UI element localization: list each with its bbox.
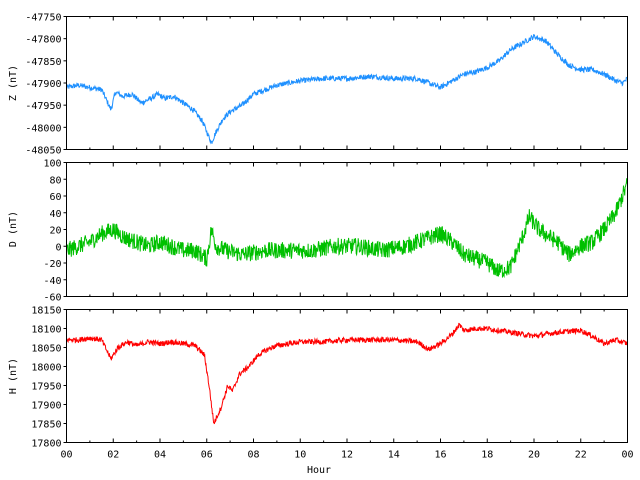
y-tick-label: 18100: [31, 325, 61, 336]
y-tick-label: 17850: [31, 420, 61, 431]
z-plot-frame: [66, 16, 628, 150]
z-data-line: [66, 34, 628, 145]
y-tick-label: 17950: [31, 382, 61, 393]
x-tick-label: 18: [481, 450, 493, 461]
z-component-panel: -47750 -47800 -47850 -47900 -47950 -48000 -480…: [8, 13, 628, 157]
y-tick-label: 20: [49, 226, 61, 237]
h-y-axis: 18150 18100 18050 18000 17950 17900 17850 17800: [31, 306, 67, 450]
d-data-line: [66, 178, 628, 279]
x-tick-label: 20: [528, 450, 540, 461]
hour-axis-label: Hour: [307, 465, 331, 476]
y-tick-label: -20: [43, 259, 61, 270]
x-tick-label: 22: [575, 450, 587, 461]
x-tick-label: 06: [201, 450, 213, 461]
x-tick-label: 04: [154, 450, 166, 461]
y-tick-label: -47850: [25, 57, 61, 68]
x-tick-label: 16: [434, 450, 446, 461]
y-tick-label: 17900: [31, 401, 61, 412]
h-data-line: [66, 322, 628, 425]
y-tick-label: 17800: [31, 439, 61, 450]
x-tick-label: 00: [621, 450, 633, 461]
x-tick-label: 00: [60, 450, 72, 461]
y-tick-label: -60: [43, 293, 61, 304]
y-tick-label: 18050: [31, 344, 61, 355]
y-tick-label: -48000: [25, 123, 61, 134]
h-plot-frame: [66, 309, 628, 443]
h-component-panel: 18150 18100 18050 18000 17950 17900 17850 17800…: [8, 306, 634, 477]
d-y-axis: 100 80 60 40 20 0 -20 -40 -60: [43, 159, 628, 304]
d-component-panel: 100 80 60 40 20 0 -20 -40 -60 D (nT): [8, 159, 628, 304]
x-tick-label: 14: [388, 450, 400, 461]
y-tick-label: 80: [49, 175, 61, 186]
y-tick-label: 60: [49, 192, 61, 203]
y-tick-label: -40: [43, 276, 61, 287]
y-tick-label: -47950: [25, 101, 61, 112]
h-axis-label: H (nT): [8, 358, 19, 394]
y-tick-label: 18150: [31, 306, 61, 317]
x-tick-label: 12: [341, 450, 353, 461]
y-tick-label: -47900: [25, 79, 61, 90]
y-tick-label: 100: [43, 159, 61, 170]
y-tick-label: 18000: [31, 363, 61, 374]
y-tick-label: 40: [49, 209, 61, 220]
x-tick-label: 10: [294, 450, 306, 461]
d-axis-label: D (nT): [8, 211, 19, 247]
y-tick-label: -48050: [25, 146, 61, 157]
y-tick-label: -47750: [25, 13, 61, 24]
x-tick-label: 08: [247, 450, 259, 461]
hour-x-axis: 00 02 04 06 08 10 12 14 16 18 20 22 00: [60, 309, 634, 461]
x-tick-label: 02: [107, 450, 119, 461]
z-y-axis: -47750 -47800 -47850 -47900 -47950 -48000 -480…: [25, 13, 628, 157]
y-tick-label: 0: [55, 242, 61, 253]
y-tick-label: -47800: [25, 35, 61, 46]
z-axis-label: Z (nT): [8, 65, 19, 101]
